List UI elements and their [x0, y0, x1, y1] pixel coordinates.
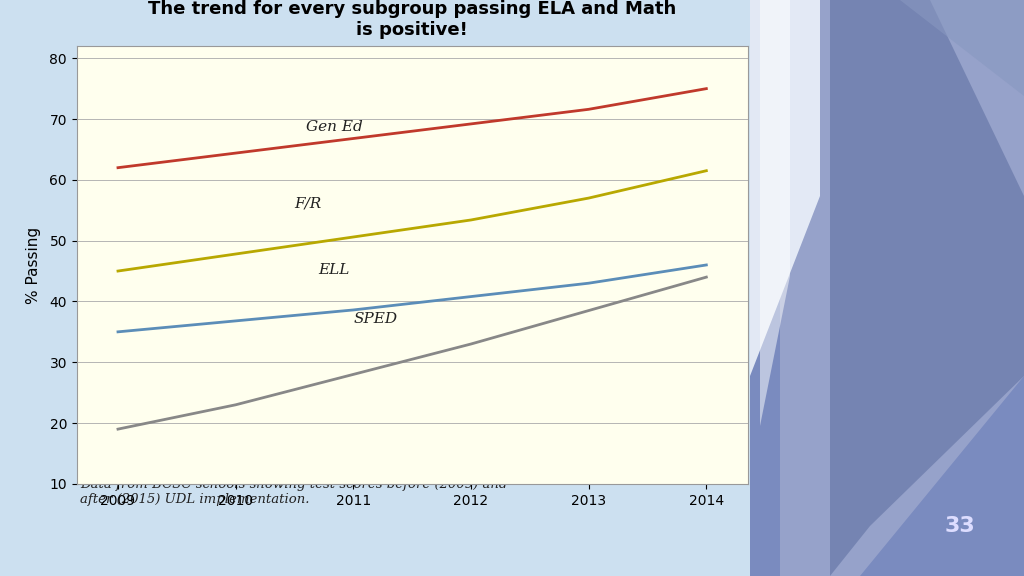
- Text: SPED: SPED: [353, 312, 397, 325]
- Polygon shape: [780, 0, 1024, 576]
- Polygon shape: [750, 0, 1024, 576]
- Y-axis label: % Passing: % Passing: [27, 226, 41, 304]
- Text: ATIC: ATIC: [80, 71, 101, 81]
- Polygon shape: [830, 0, 1024, 576]
- Text: 33: 33: [944, 516, 976, 536]
- Polygon shape: [760, 0, 790, 426]
- Text: ELL: ELL: [318, 263, 349, 277]
- Text: F/R: F/R: [295, 196, 322, 210]
- Title: The trend for every subgroup passing ELA and Math
is positive!: The trend for every subgroup passing ELA…: [148, 0, 676, 39]
- Polygon shape: [900, 0, 1024, 96]
- Text: Gen Ed: Gen Ed: [306, 120, 362, 134]
- FancyBboxPatch shape: [0, 0, 780, 576]
- Text: Data from BCSC schools showing test scores before (2009) and
after (2015) UDL im: Data from BCSC schools showing test scor…: [80, 478, 507, 506]
- Polygon shape: [750, 0, 820, 376]
